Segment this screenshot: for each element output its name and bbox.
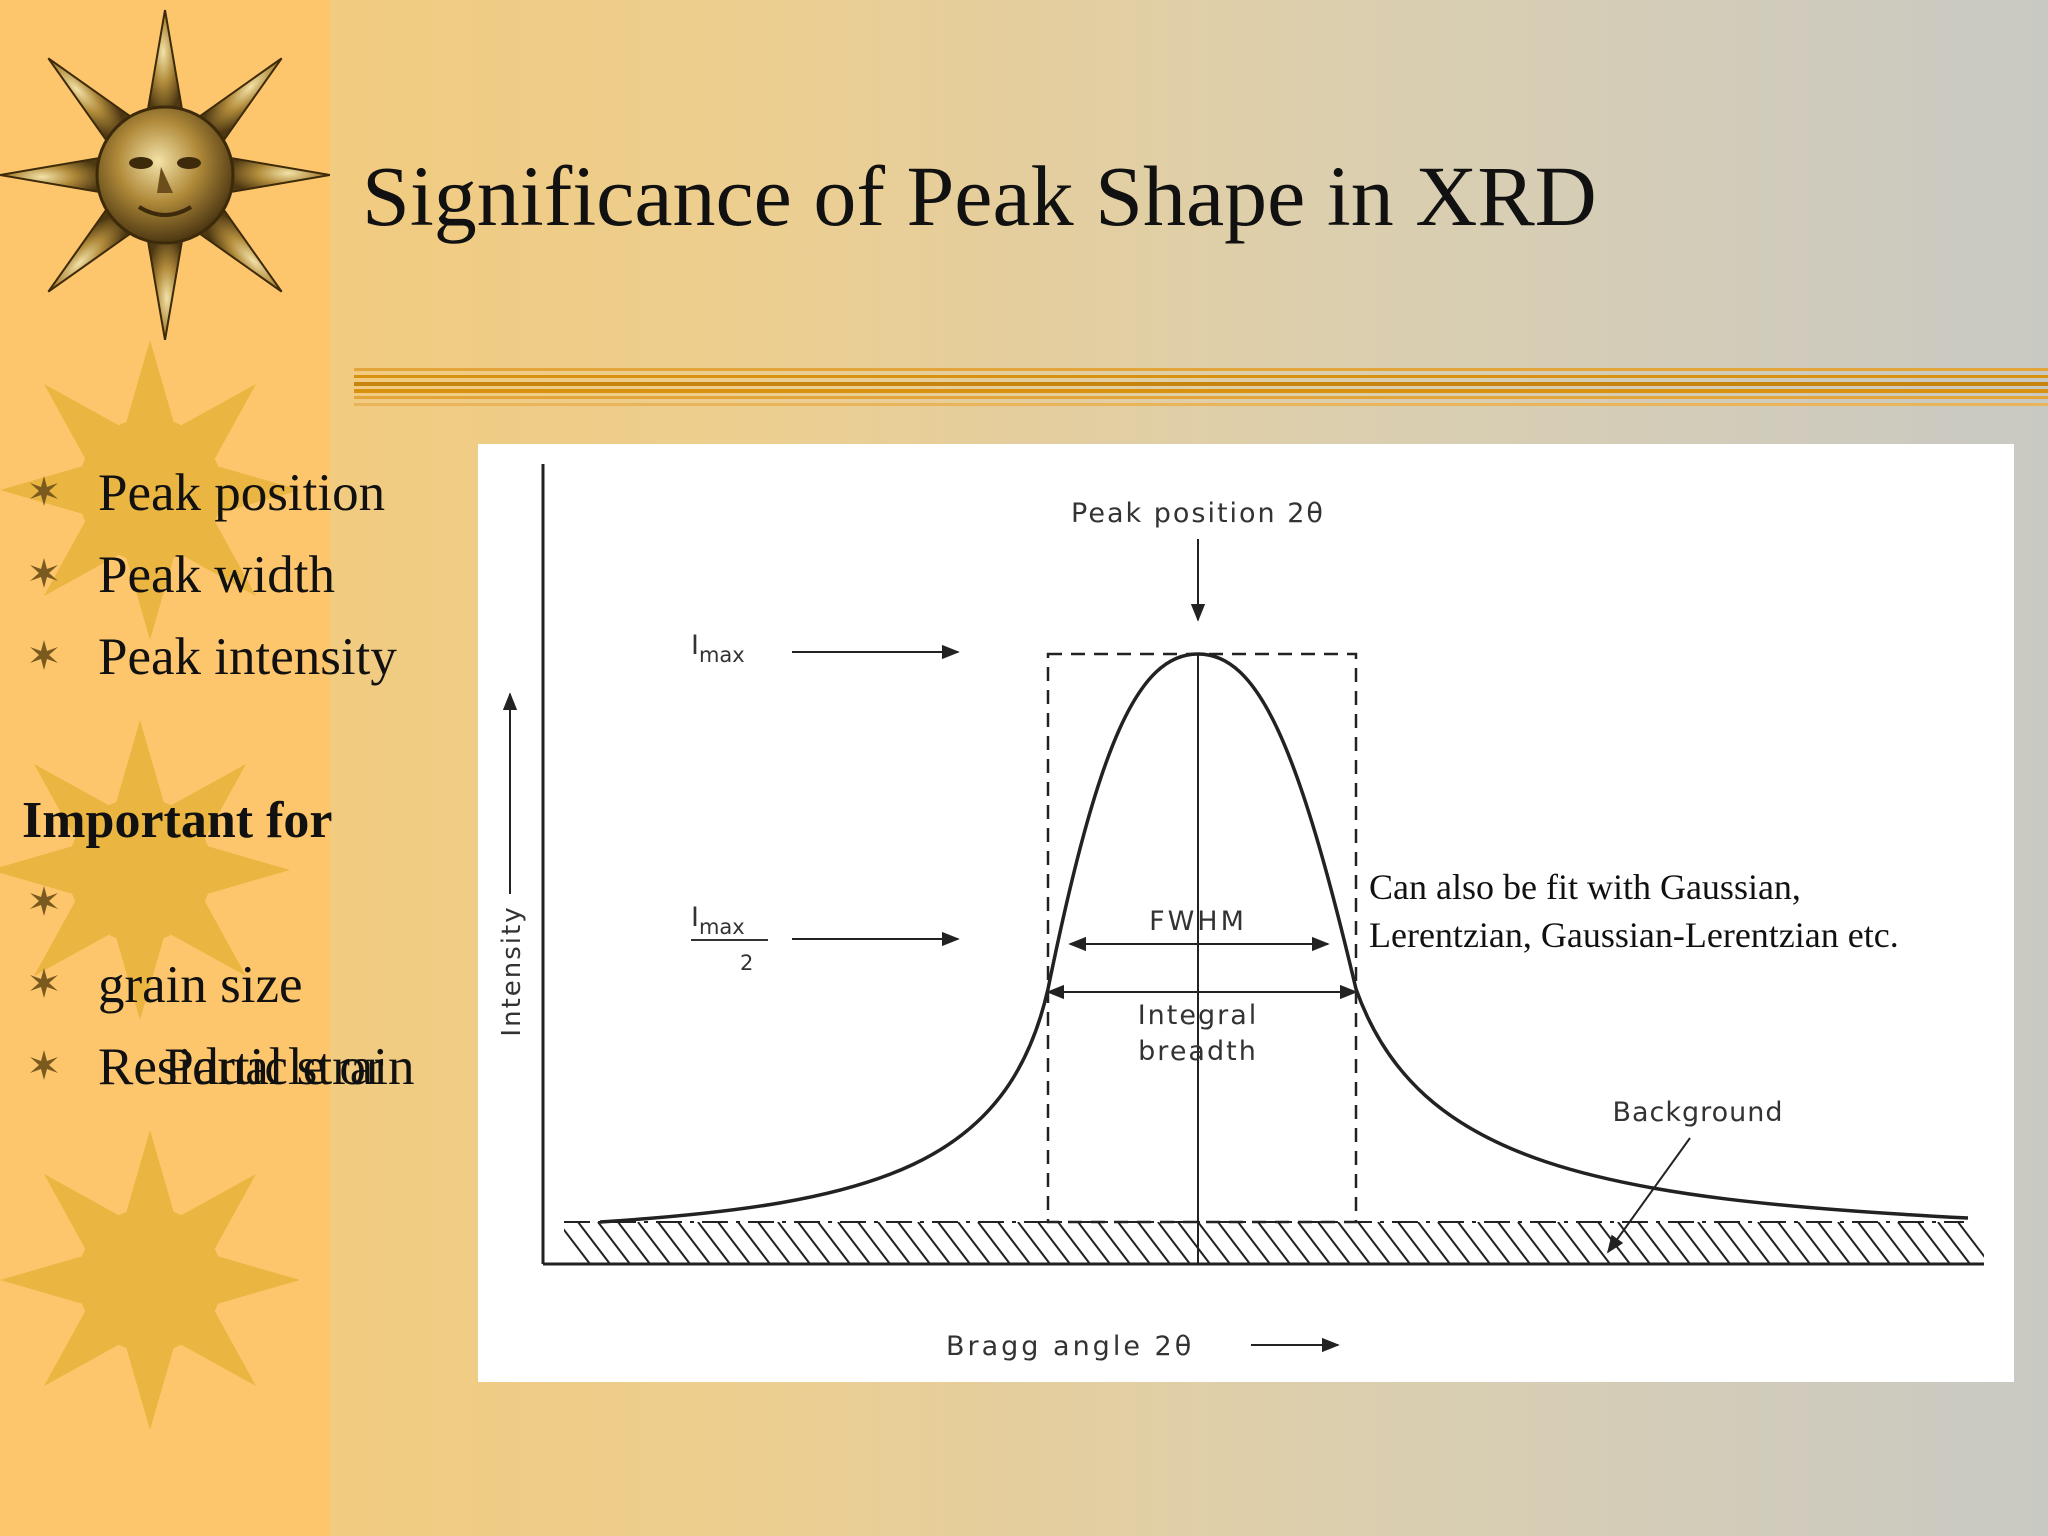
star-bullet-icon bbox=[30, 1050, 58, 1080]
peak-position-label: Peak position 2θ bbox=[1071, 498, 1325, 529]
title-divider bbox=[354, 368, 2048, 406]
slide-title: Significance of Peak Shape in XRD bbox=[362, 148, 1597, 244]
fit-note-line: Can also be fit with Gaussian, bbox=[1369, 867, 1801, 907]
background-label: Background bbox=[1612, 1097, 1783, 1128]
bullet-list: Peak position Peak width Peak intensity bbox=[22, 452, 397, 698]
half-max-denominator: 2 bbox=[740, 951, 753, 975]
integral-breadth-label: Integral breadth bbox=[1138, 1000, 1259, 1067]
bullet-item: Peak width bbox=[22, 534, 397, 616]
importance-list: Particle or grain size Residual strain bbox=[22, 862, 414, 1108]
bullet-text: Residual strain bbox=[98, 1038, 415, 1096]
bullet-text: Peak width bbox=[98, 546, 335, 604]
star-bullet-icon bbox=[30, 640, 58, 670]
sun-decoration-icon bbox=[0, 340, 300, 1430]
background-hatching bbox=[564, 1221, 1984, 1264]
star-bullet-icon bbox=[30, 886, 58, 916]
bullet-item: Peak intensity bbox=[22, 616, 397, 698]
fit-note: Can also be fit with Gaussian, Lerentzia… bbox=[1369, 863, 2009, 959]
bullet-text: Particle or bbox=[151, 1038, 384, 1096]
fit-note-line: Lerentzian, Gaussian-Lerentzian etc. bbox=[1369, 915, 1899, 955]
bullet-item: Residual strain bbox=[22, 1026, 414, 1108]
integral-breadth-box bbox=[1046, 652, 1358, 1224]
fwhm-label: FWHM bbox=[1149, 906, 1247, 937]
peak-diagram: Peak position 2θ Imax Imax 2 FWHM Integr… bbox=[497, 464, 1984, 1362]
bullet-item: grain size bbox=[22, 944, 414, 1026]
x-axis-label: Bragg angle 2θ bbox=[946, 1331, 1194, 1362]
axes bbox=[502, 464, 1984, 1353]
bullet-text: Peak intensity bbox=[98, 628, 397, 686]
bullet-item: Peak position bbox=[22, 452, 397, 534]
peak-shape-figure: Peak position 2θ Imax Imax 2 FWHM Integr… bbox=[478, 444, 2014, 1382]
y-axis-label: Intensity bbox=[497, 905, 527, 1036]
star-bullet-icon bbox=[30, 558, 58, 588]
star-bullet-icon bbox=[30, 968, 58, 998]
peak-curve bbox=[599, 652, 1969, 1224]
bullet-text: grain size bbox=[98, 956, 303, 1014]
half-max-label: Imax bbox=[691, 902, 745, 939]
bullet-text: Peak position bbox=[98, 464, 386, 522]
star-bullet-icon bbox=[30, 476, 58, 506]
imax-label: Imax bbox=[691, 630, 745, 667]
background-pointer bbox=[1606, 1137, 1691, 1254]
bullet-item: Particle or bbox=[22, 862, 414, 1096]
important-heading: Important for bbox=[22, 792, 333, 849]
sun-face-icon bbox=[0, 9, 330, 340]
